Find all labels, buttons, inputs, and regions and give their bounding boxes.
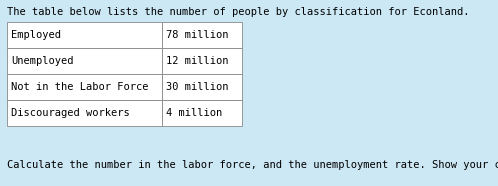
Text: 4 million: 4 million [166,108,222,118]
Text: Discouraged workers: Discouraged workers [11,108,130,118]
Text: 30 million: 30 million [166,82,229,92]
Text: 12 million: 12 million [166,56,229,66]
Bar [7,100,162,126]
Bar [7,48,162,74]
Bar [162,22,242,48]
Bar [162,74,242,100]
Text: Unemployed: Unemployed [11,56,74,66]
Text: 78 million: 78 million [166,30,229,40]
Bar [7,74,162,100]
Text: Not in the Labor Force: Not in the Labor Force [11,82,148,92]
Bar [7,22,162,48]
Text: Employed: Employed [11,30,61,40]
Bar [162,100,242,126]
Text: Calculate the number in the labor force, and the unemployment rate. Show your ca: Calculate the number in the labor force,… [7,160,498,170]
Text: The table below lists the number of people by classification for Econland.: The table below lists the number of peop… [7,7,470,17]
Bar [162,48,242,74]
